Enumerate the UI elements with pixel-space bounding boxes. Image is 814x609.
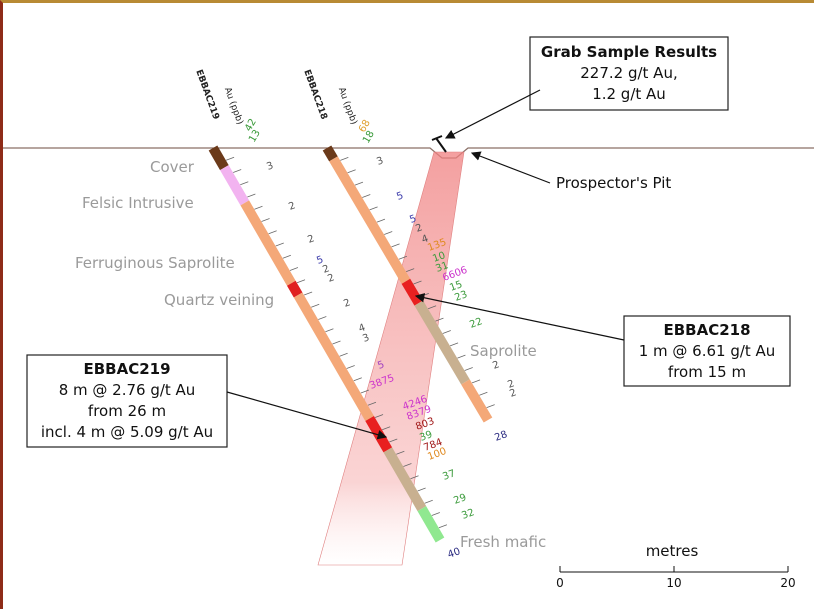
arrow xyxy=(472,153,550,183)
section-frame: 4213322522243538754246837980339784100372… xyxy=(0,0,814,609)
depth-tick xyxy=(384,232,392,235)
depth-tick xyxy=(425,500,433,503)
hole-interval xyxy=(245,203,292,283)
assay-value: 37 xyxy=(441,468,457,483)
intercept-title: EBBAC219 xyxy=(83,360,170,378)
depth-tick xyxy=(311,304,319,307)
depth-tick xyxy=(465,368,473,371)
depth-tick xyxy=(450,343,458,346)
hole-interval xyxy=(333,159,405,281)
assay-value: 2 xyxy=(306,233,316,246)
assay-value: 2 xyxy=(508,387,518,400)
depth-tick xyxy=(340,353,348,356)
intercept-line: 1 m @ 6.61 g/t Au xyxy=(639,342,776,360)
assay-header: Au (ppb) xyxy=(222,86,245,126)
depth-tick xyxy=(348,170,356,173)
lith-label: Saprolite xyxy=(470,342,537,360)
lith-label: Felsic Intrusive xyxy=(82,194,194,212)
depth-tick xyxy=(479,392,487,395)
arrow xyxy=(416,296,624,340)
arrow xyxy=(446,90,540,138)
depth-tick xyxy=(269,231,277,234)
depth-tick xyxy=(297,280,305,283)
lith-label: Quartz veining xyxy=(164,291,274,309)
depth-tick xyxy=(240,182,248,185)
intercept-title: EBBAC218 xyxy=(663,321,750,339)
scale-tick-label: 0 xyxy=(556,576,564,590)
grab-sample-marker xyxy=(432,136,446,152)
hole-interval xyxy=(465,382,488,420)
depth-tick xyxy=(457,355,465,358)
assay-header: Au (ppb) xyxy=(336,86,359,126)
depth-tick xyxy=(325,329,333,332)
depth-tick xyxy=(340,157,348,160)
scale-label: metres xyxy=(646,542,699,560)
lith-label: Fresh mafic xyxy=(460,533,546,551)
assay-value: 3 xyxy=(375,155,385,168)
depth-tick xyxy=(370,207,378,210)
hole-interval xyxy=(224,168,244,203)
intercept-line: 8 m @ 2.76 g/t Au xyxy=(59,381,196,399)
assay-value: 2 xyxy=(342,297,352,310)
hole-interval xyxy=(327,148,333,159)
depth-tick xyxy=(432,513,440,516)
depth-tick xyxy=(233,170,241,173)
pit-label: Prospector's Pit xyxy=(556,174,671,192)
assay-value: 29 xyxy=(452,492,468,507)
assay-value: 5 xyxy=(395,190,405,203)
scale-bar: 0 10 20 xyxy=(556,566,795,590)
depth-tick xyxy=(262,219,270,222)
depth-tick xyxy=(355,182,363,185)
depth-tick xyxy=(304,292,312,295)
intercept-line: from 26 m xyxy=(88,402,166,420)
depth-tick xyxy=(333,341,341,344)
depth-tick xyxy=(362,194,370,197)
lith-label: Cover xyxy=(150,158,195,176)
grab-line: 1.2 g/t Au xyxy=(592,85,666,103)
grab-line: 227.2 g/t Au, xyxy=(580,64,677,82)
depth-tick xyxy=(276,243,284,246)
assay-value: 2 xyxy=(287,200,297,213)
depth-tick xyxy=(377,219,385,222)
assay-value: 32 xyxy=(460,507,476,522)
lith-label: Ferruginous Saprolite xyxy=(75,254,235,272)
assay-value: 22 xyxy=(468,316,484,331)
assay-value: 3 xyxy=(361,332,371,345)
assay-value: 2 xyxy=(326,272,336,285)
scale-tick-label: 20 xyxy=(780,576,795,590)
depth-tick xyxy=(226,157,234,160)
intercept-line: incl. 4 m @ 5.09 g/t Au xyxy=(41,423,213,441)
scale-tick-label: 10 xyxy=(666,576,681,590)
ground-surface xyxy=(3,148,814,158)
depth-tick xyxy=(254,206,262,209)
hole-interval xyxy=(298,295,370,418)
depth-tick xyxy=(418,488,426,491)
intercept-line: from 15 m xyxy=(668,363,746,381)
depth-tick xyxy=(354,378,362,381)
hole-name: EBBAC218 xyxy=(301,69,328,122)
cross-section: 4213322522243538754246837980339784100372… xyxy=(3,3,814,609)
grab-title: Grab Sample Results xyxy=(541,43,717,61)
depth-tick xyxy=(392,244,400,247)
depth-tick xyxy=(283,255,291,258)
assay-value: 28 xyxy=(493,429,509,444)
depth-tick xyxy=(487,405,495,408)
depth-tick xyxy=(472,380,480,383)
hole-interval xyxy=(291,283,298,295)
depth-tick xyxy=(247,194,255,197)
depth-tick xyxy=(347,366,355,369)
depth-tick xyxy=(439,525,447,528)
depth-tick xyxy=(318,317,326,320)
depth-tick xyxy=(290,268,298,271)
hole-interval xyxy=(213,148,224,168)
assay-value: 3 xyxy=(265,160,275,173)
assay-value: 2 xyxy=(491,359,501,372)
hole-name: EBBAC219 xyxy=(193,69,220,122)
depth-tick xyxy=(443,330,451,333)
